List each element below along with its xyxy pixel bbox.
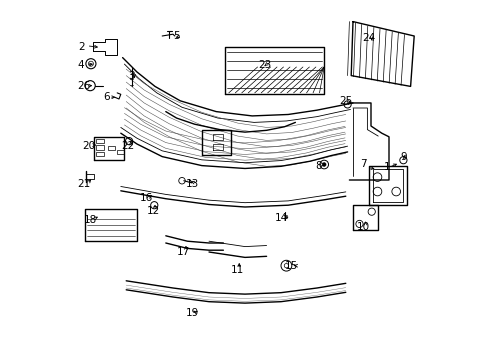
- Text: 24: 24: [363, 33, 376, 43]
- Text: 15: 15: [285, 261, 298, 271]
- Text: 18: 18: [84, 215, 97, 225]
- Text: 21: 21: [77, 179, 91, 189]
- Text: 16: 16: [139, 193, 152, 203]
- Text: 23: 23: [258, 60, 271, 70]
- Text: 10: 10: [357, 222, 370, 232]
- Text: 2: 2: [78, 42, 84, 52]
- Text: 3: 3: [128, 71, 135, 81]
- Text: 19: 19: [186, 308, 199, 318]
- Text: 11: 11: [231, 265, 245, 275]
- Bar: [97, 139, 103, 143]
- Text: 13: 13: [186, 179, 199, 189]
- Text: 25: 25: [339, 96, 352, 106]
- Text: 1: 1: [384, 162, 391, 172]
- Text: 9: 9: [400, 152, 407, 162]
- Text: 17: 17: [177, 247, 191, 257]
- Text: 26: 26: [77, 81, 91, 91]
- Bar: [97, 152, 103, 156]
- Text: 4: 4: [78, 60, 84, 70]
- Text: 6: 6: [103, 92, 110, 102]
- Text: 12: 12: [147, 206, 160, 216]
- Text: 22: 22: [122, 141, 135, 151]
- Text: 8: 8: [316, 161, 322, 171]
- Text: 20: 20: [82, 141, 95, 151]
- Text: 7: 7: [361, 159, 367, 169]
- Text: 5: 5: [173, 31, 180, 41]
- Bar: [117, 150, 124, 154]
- Text: 14: 14: [274, 213, 288, 223]
- Bar: [108, 146, 116, 150]
- Bar: [97, 145, 103, 150]
- Circle shape: [322, 163, 326, 166]
